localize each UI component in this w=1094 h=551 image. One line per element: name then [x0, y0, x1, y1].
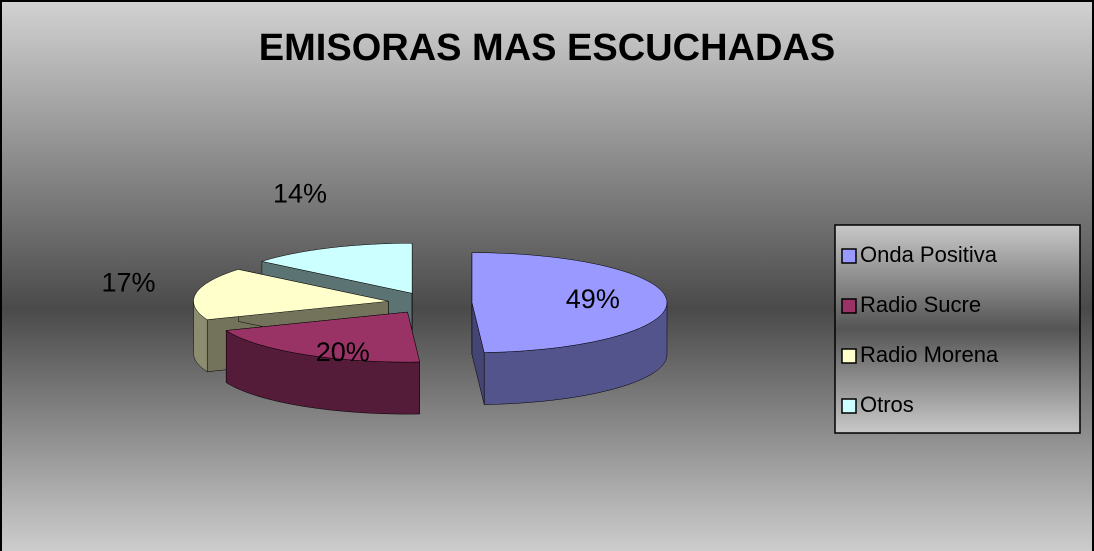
- legend-label: Otros: [860, 392, 914, 417]
- data-label: 17%: [101, 268, 155, 298]
- slice-top: [193, 269, 389, 320]
- slice-top: [260, 243, 413, 294]
- slice: [471, 252, 668, 405]
- data-label: 20%: [316, 337, 370, 367]
- data-label: 49%: [566, 284, 620, 314]
- slice-top: [471, 252, 668, 353]
- legend-swatch: [841, 298, 857, 314]
- legend: Onda Positiva Radio Sucre Radio Morena Otro…: [834, 224, 1081, 434]
- legend-label: Radio Morena: [860, 342, 999, 367]
- slice: [225, 311, 421, 415]
- legend-label: Onda Positiva: [860, 242, 998, 267]
- chart-title: EMISORAS MAS ESCUCHADAS: [259, 27, 835, 69]
- slice-top: [225, 311, 421, 363]
- legend-swatch: [841, 398, 857, 414]
- legend-box: [834, 224, 1081, 434]
- legend-swatch: [841, 348, 857, 364]
- pie: 49% 20% 17% 14%: [101, 179, 668, 415]
- data-label: 14%: [273, 179, 327, 209]
- legend-label: Radio Sucre: [860, 292, 981, 317]
- legend-swatch: [841, 248, 857, 264]
